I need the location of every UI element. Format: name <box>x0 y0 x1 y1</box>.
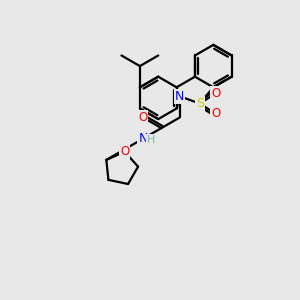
Text: H: H <box>147 135 155 145</box>
Text: S: S <box>196 97 204 110</box>
Text: O: O <box>211 107 220 120</box>
Text: O: O <box>211 87 220 100</box>
Text: N: N <box>138 132 148 145</box>
Text: N: N <box>175 90 184 103</box>
Text: O: O <box>120 145 129 158</box>
Text: O: O <box>138 111 148 124</box>
